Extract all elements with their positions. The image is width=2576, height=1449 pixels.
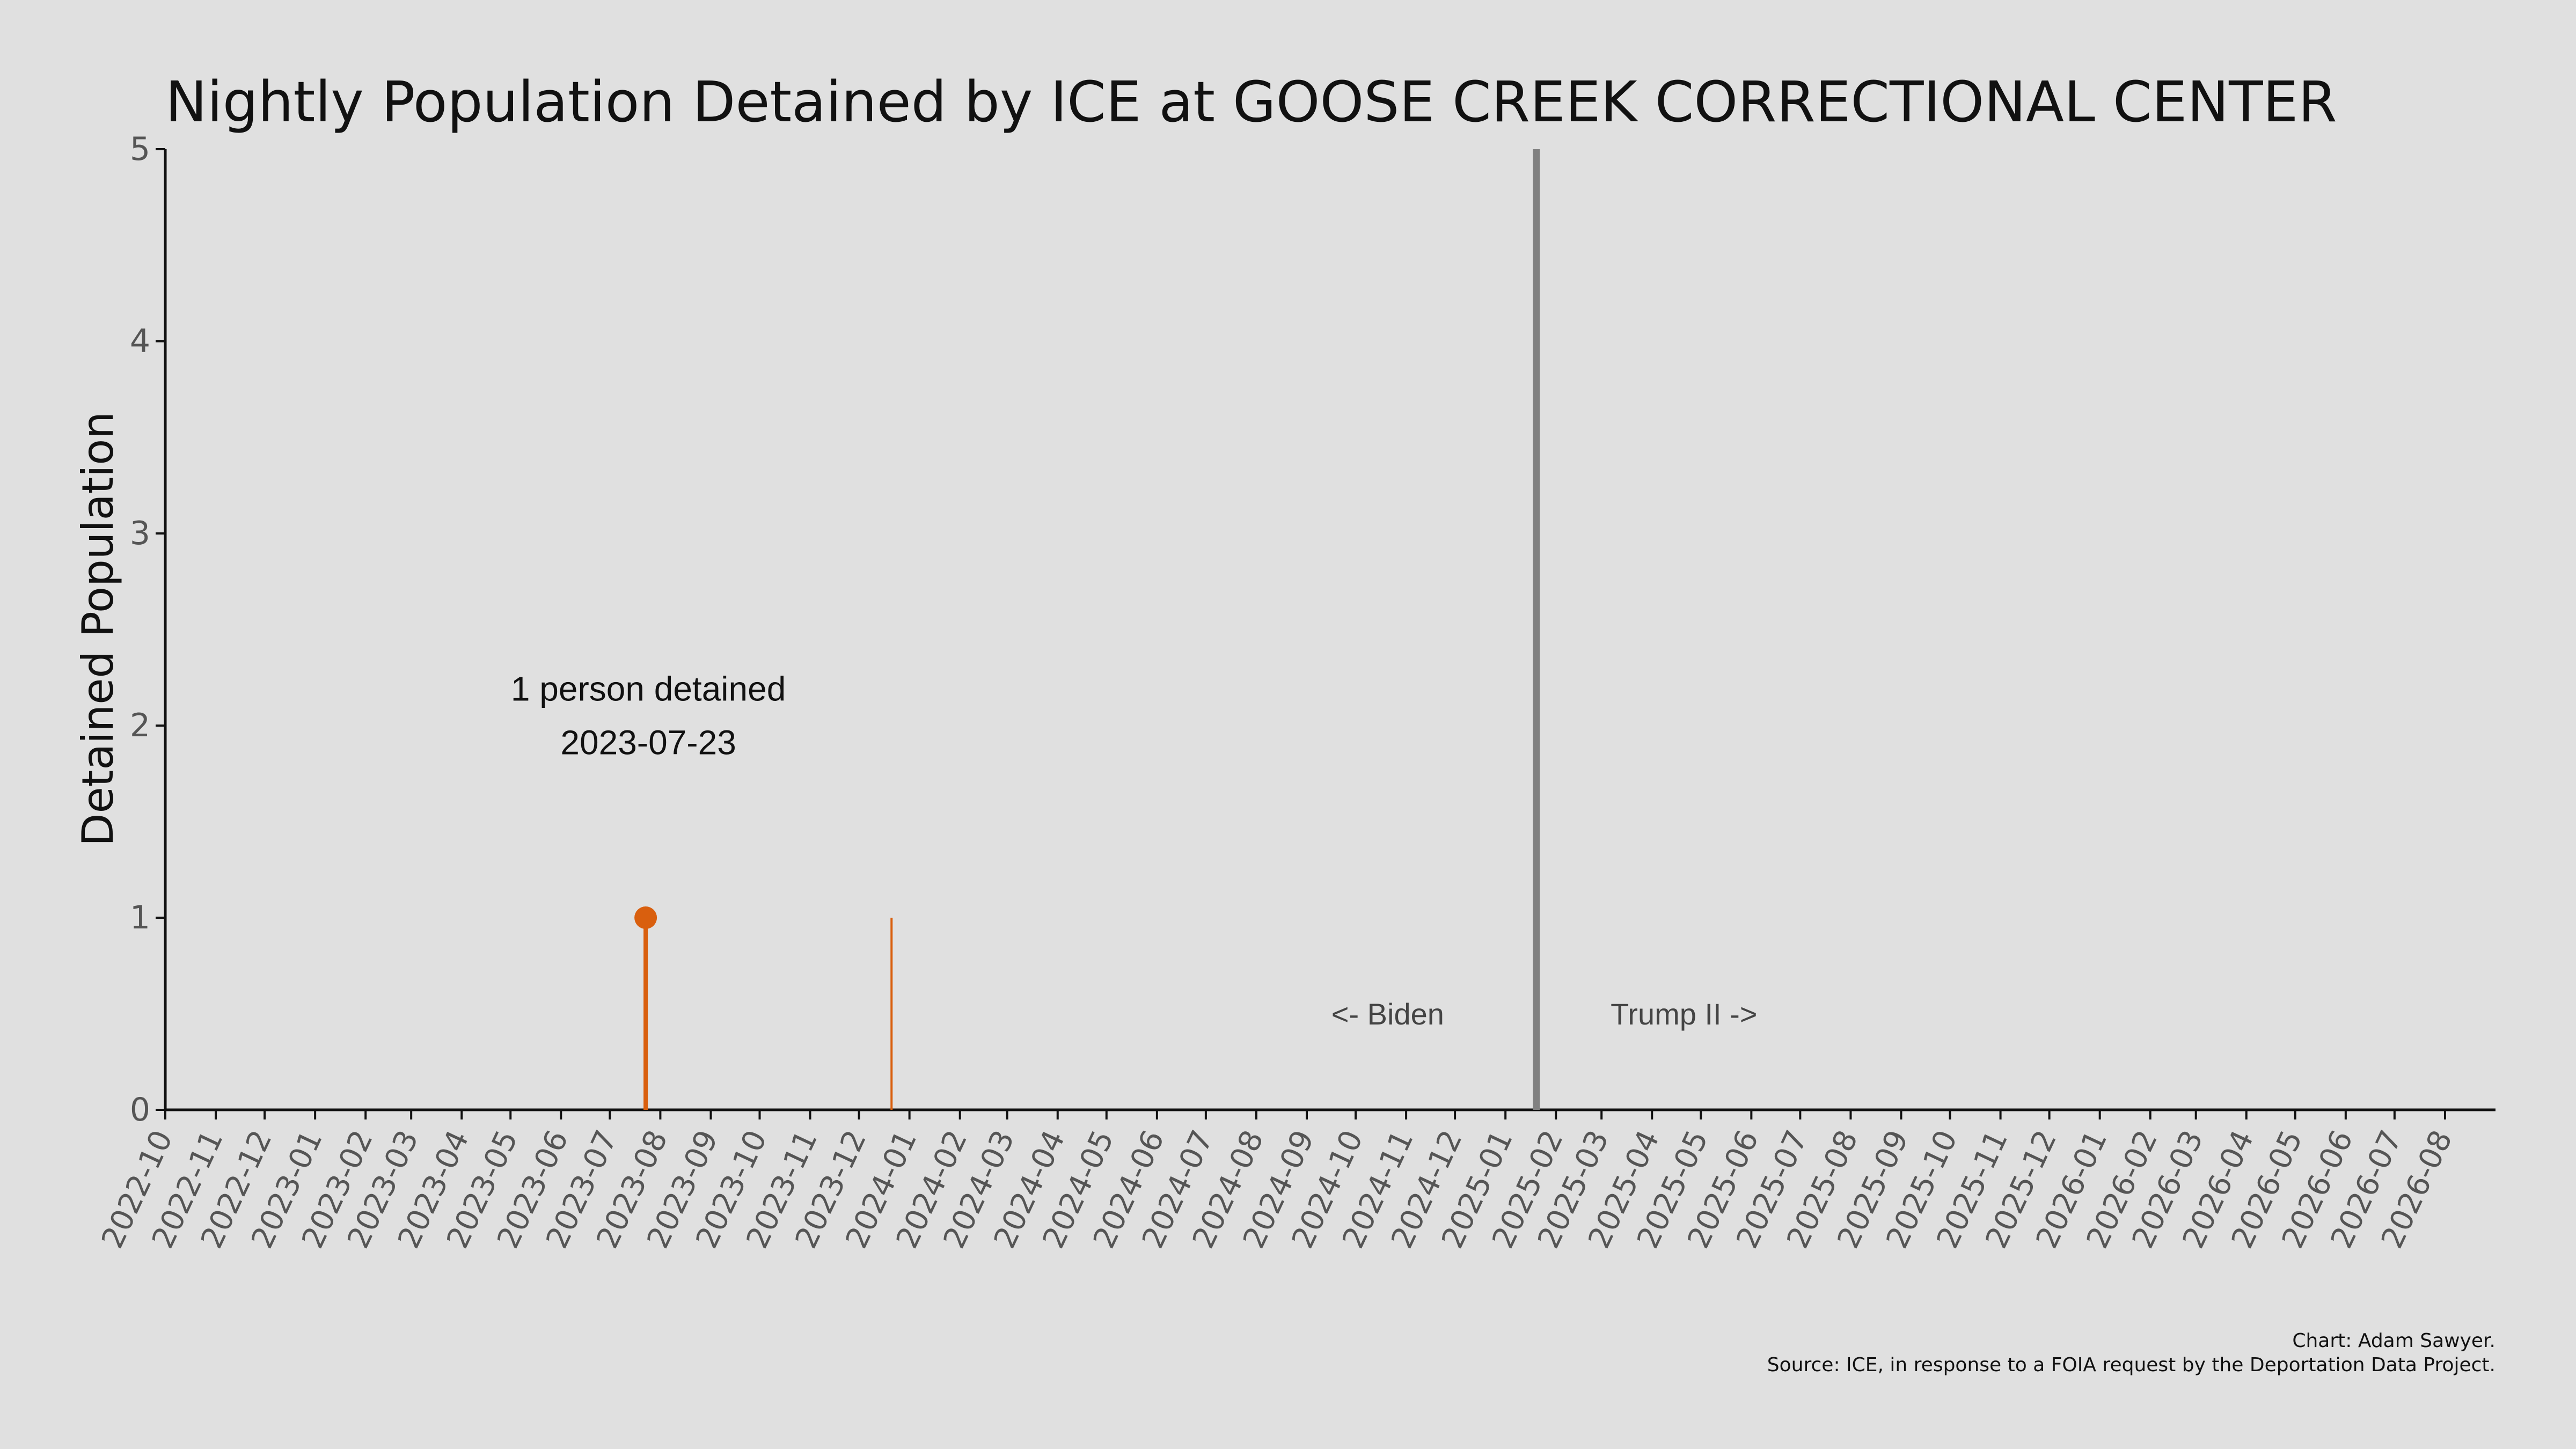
era-label-trump: Trump II -> — [1611, 997, 1757, 1031]
annotation-line-2: 2023-07-23 — [560, 723, 736, 762]
annotation-line-1: 1 person detained — [511, 669, 786, 708]
y-tick-label: 1 — [130, 899, 150, 936]
chart-title: Nightly Population Detained by ICE at GO… — [165, 69, 2337, 135]
y-tick-label: 3 — [130, 515, 150, 552]
y-tick-label: 0 — [130, 1091, 150, 1129]
credit-source: Source: ICE, in response to a FOIA reque… — [1767, 1354, 2496, 1376]
era-label-biden: <- Biden — [1331, 997, 1444, 1031]
y-ticks: 0 1 2 3 4 5 — [130, 130, 165, 1129]
y-axis-label: Detained Population — [73, 412, 123, 846]
credit-author: Chart: Adam Sawyer. — [2292, 1330, 2496, 1352]
series-layer — [643, 918, 893, 1110]
y-tick-label: 5 — [130, 130, 150, 168]
highlight-point — [634, 906, 657, 929]
y-tick-label: 2 — [130, 707, 150, 744]
y-tick-label: 4 — [130, 323, 150, 360]
x-ticks: 2022-102022-112022-122023-012023-022023-… — [95, 1110, 2460, 1254]
